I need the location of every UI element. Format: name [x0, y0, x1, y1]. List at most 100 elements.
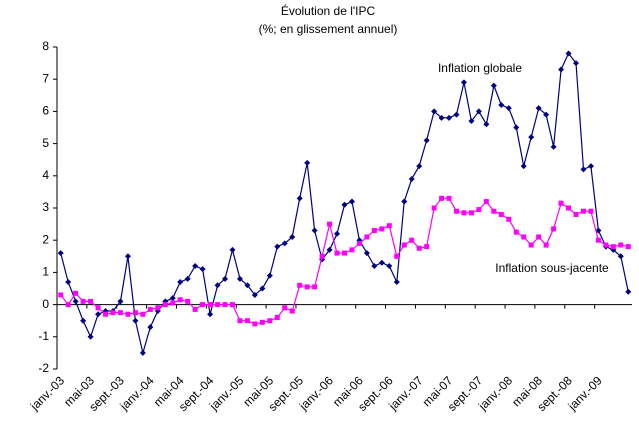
point — [536, 234, 542, 240]
point — [386, 262, 393, 269]
y-tick-label: 7 — [42, 71, 49, 85]
point — [147, 306, 153, 312]
point — [408, 176, 415, 183]
point — [304, 284, 310, 290]
point — [371, 262, 378, 269]
point — [409, 237, 415, 243]
point — [588, 208, 594, 214]
point — [528, 242, 534, 248]
point — [200, 302, 206, 308]
point — [363, 250, 370, 257]
point — [132, 310, 138, 316]
point — [185, 298, 191, 304]
point — [543, 111, 550, 118]
point — [543, 242, 549, 248]
point — [505, 105, 512, 112]
point — [162, 302, 168, 308]
point — [603, 242, 609, 248]
point — [483, 199, 489, 205]
point — [259, 285, 266, 292]
point — [72, 298, 79, 305]
point — [424, 244, 430, 250]
point — [266, 272, 273, 279]
point — [468, 210, 474, 216]
point — [319, 253, 325, 259]
point — [259, 319, 265, 325]
point — [566, 205, 572, 211]
point — [551, 226, 557, 232]
y-tick-label: 6 — [42, 104, 49, 118]
point — [491, 208, 497, 214]
point — [595, 237, 601, 243]
point — [80, 298, 86, 304]
point — [572, 60, 579, 67]
point — [124, 253, 131, 260]
annotation: Inflation sous-jacente — [495, 261, 609, 275]
point — [282, 305, 288, 311]
point — [580, 208, 586, 214]
chart-subtitle: (%; en glissement annuel) — [259, 22, 398, 36]
point — [573, 211, 579, 217]
point — [184, 275, 191, 282]
y-tick-label: 2 — [42, 232, 49, 246]
point — [297, 282, 303, 288]
point — [192, 262, 199, 269]
point — [199, 266, 206, 273]
point — [244, 282, 251, 289]
point — [57, 250, 64, 257]
point — [327, 221, 333, 227]
point — [475, 108, 482, 115]
point — [311, 227, 318, 234]
y-tick-label: 1 — [42, 265, 49, 279]
point — [103, 311, 109, 317]
point — [140, 311, 146, 317]
point — [87, 333, 94, 340]
point — [80, 317, 87, 324]
point — [461, 210, 467, 216]
point — [454, 208, 460, 214]
point — [289, 233, 296, 240]
y-tick-label: 5 — [42, 136, 49, 150]
point — [378, 259, 385, 266]
point — [431, 205, 437, 211]
point — [125, 311, 131, 317]
point — [207, 302, 213, 308]
point — [281, 240, 288, 247]
point — [192, 306, 198, 312]
point — [155, 305, 161, 311]
point — [177, 279, 184, 286]
point — [393, 279, 400, 286]
point — [349, 247, 355, 253]
point — [550, 143, 557, 150]
point — [252, 321, 258, 327]
point — [147, 324, 154, 331]
point — [229, 302, 235, 308]
point — [371, 228, 377, 234]
point — [341, 201, 348, 208]
point — [58, 292, 64, 298]
point — [296, 195, 303, 202]
point — [460, 79, 467, 86]
point — [610, 244, 616, 250]
point — [88, 298, 94, 304]
point — [334, 230, 341, 237]
point — [379, 226, 385, 232]
x-tick-label: janv.-03 — [27, 373, 67, 413]
point — [65, 302, 71, 308]
point — [490, 82, 497, 89]
point — [625, 288, 632, 295]
point — [170, 300, 176, 306]
point — [513, 124, 520, 131]
point — [625, 244, 631, 250]
point — [326, 246, 333, 253]
point — [565, 50, 572, 57]
point — [236, 275, 243, 282]
point — [498, 211, 504, 217]
point — [214, 282, 221, 289]
point — [439, 195, 445, 201]
point — [483, 121, 490, 128]
point — [618, 242, 624, 248]
point — [535, 105, 542, 112]
y-tick-label: 0 — [42, 297, 49, 311]
